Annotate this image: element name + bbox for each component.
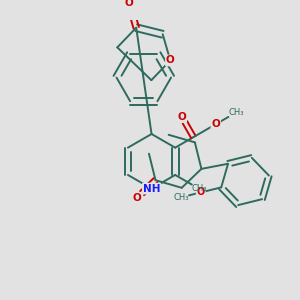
Text: O: O <box>124 0 134 8</box>
Text: CH₃: CH₃ <box>229 108 244 117</box>
Text: O: O <box>133 193 142 203</box>
Text: CH₃: CH₃ <box>191 184 207 193</box>
Text: CH₃: CH₃ <box>173 193 189 202</box>
Text: O: O <box>166 56 175 65</box>
Text: O: O <box>212 119 220 129</box>
Text: NH: NH <box>143 184 160 194</box>
Text: O: O <box>196 188 205 197</box>
Text: O: O <box>177 112 186 122</box>
